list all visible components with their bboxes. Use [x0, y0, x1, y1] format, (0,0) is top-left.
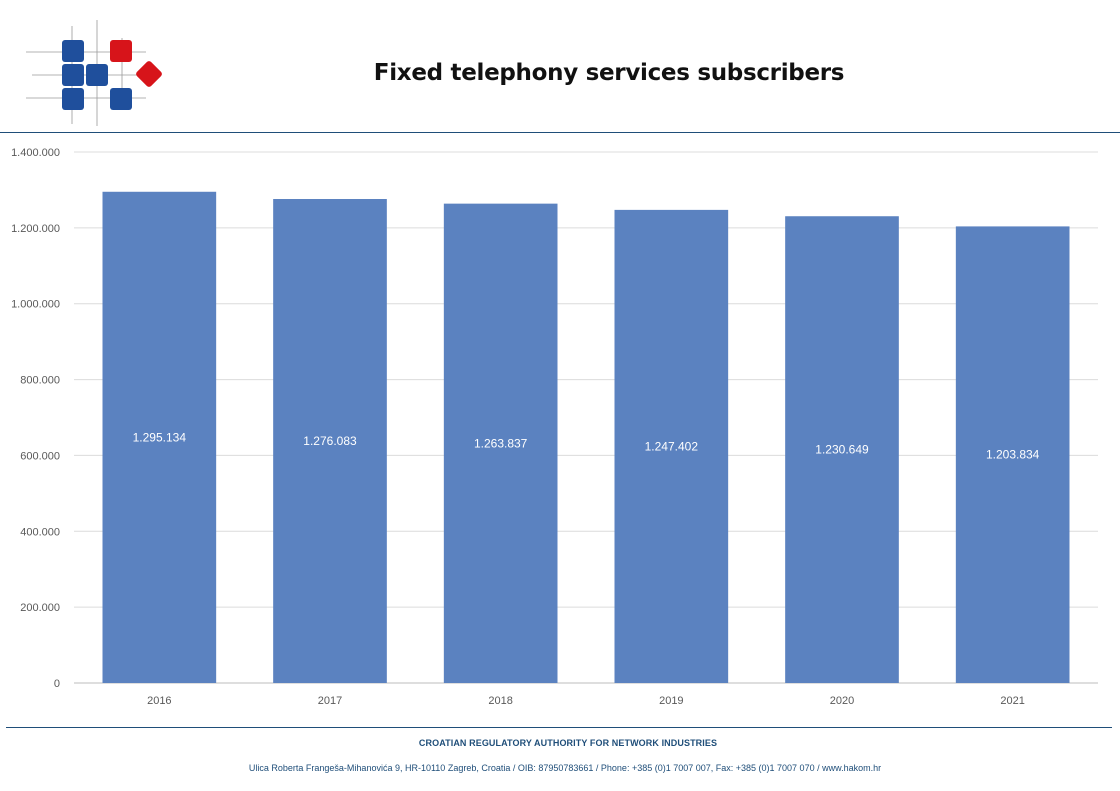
x-axis: 2016 2017 2018 2019 2020 2021 [147, 695, 1025, 707]
hakom-logo [26, 20, 162, 126]
header-divider [0, 132, 1120, 133]
footer-divider [6, 727, 1112, 728]
y-tick-label: 600.000 [20, 450, 60, 462]
bar-value-label: 1.230.649 [815, 443, 869, 457]
x-tick-label: 2021 [1000, 695, 1024, 707]
bar-value-label: 1.263.837 [474, 436, 528, 450]
x-tick-label: 2017 [318, 695, 342, 707]
gridlines [74, 151, 1098, 684]
bar-chart: 1.295.134 1.276.083 1.263.837 1.247.402 1.23… [11, 147, 1098, 707]
bar-2021 [955, 226, 1070, 683]
y-tick-label: 0 [54, 678, 60, 690]
y-tick-label: 1.200.000 [11, 223, 60, 235]
y-tick-label: 200.000 [20, 602, 60, 614]
bar-value-labels: 1.295.134 1.276.083 1.263.837 1.247.402 1.23… [133, 430, 1040, 461]
logo-squares [62, 40, 162, 110]
footer-organization: CROATIAN REGULATORY AUTHORITY FOR NETWOR… [418, 738, 718, 748]
bars [102, 191, 1070, 684]
bar-2020 [785, 216, 899, 683]
x-tick-label: 2020 [830, 695, 854, 707]
page-title: Fixed telephony services subscribers [373, 60, 845, 86]
x-tick-label: 2019 [659, 695, 683, 707]
bar-2017 [273, 198, 387, 684]
y-axis: 0 200.000 400.000 600.000 800.000 1.000.000 1.… [11, 147, 60, 690]
bar-2016 [102, 191, 217, 683]
bar-2018 [443, 203, 558, 683]
y-tick-label: 1.000.000 [11, 299, 60, 311]
bar-value-label: 1.276.083 [303, 434, 357, 448]
bar-value-label: 1.247.402 [645, 439, 699, 453]
y-tick-label: 1.400.000 [11, 147, 60, 159]
y-tick-label: 800.000 [20, 375, 60, 387]
y-tick-label: 400.000 [20, 526, 60, 538]
x-tick-label: 2016 [147, 695, 171, 707]
footer-address: Ulica Roberta Frangeša-Mihanovića 9, HR-… [248, 763, 882, 773]
bar-value-label: 1.295.134 [133, 430, 187, 444]
bar-value-label: 1.203.834 [986, 448, 1040, 462]
x-tick-label: 2018 [488, 695, 512, 707]
bar-2019 [614, 209, 729, 683]
